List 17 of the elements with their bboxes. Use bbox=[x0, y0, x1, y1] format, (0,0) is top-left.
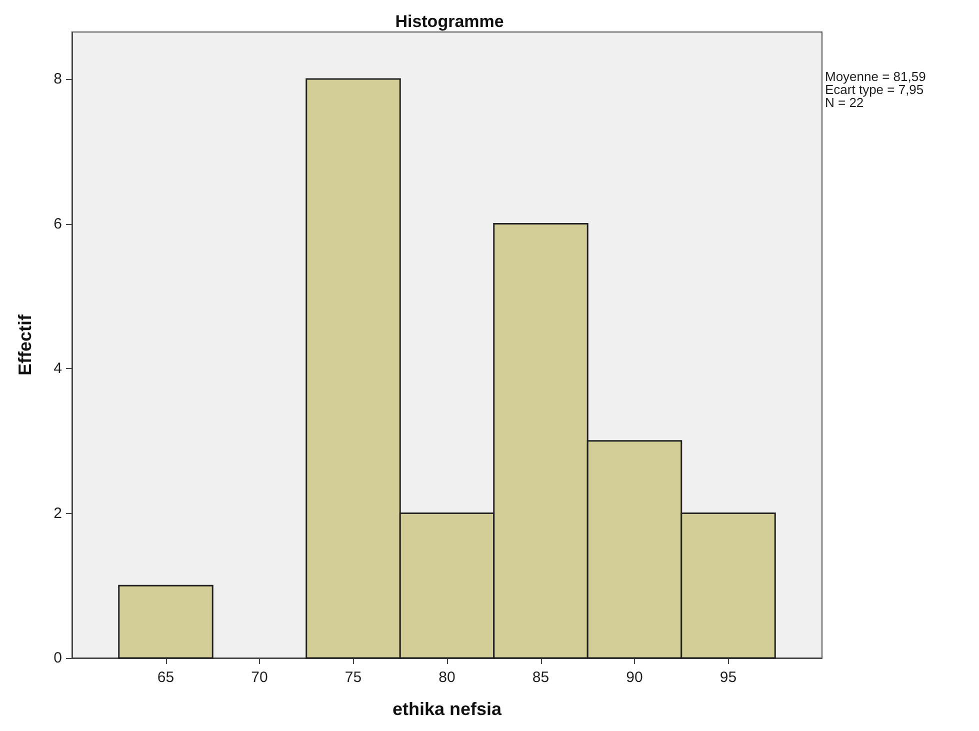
y-tick-label: 8 bbox=[54, 70, 62, 88]
y-tick-label: 2 bbox=[54, 504, 62, 522]
x-axis-title: ethika nefsia bbox=[392, 699, 503, 719]
x-tick-label: 95 bbox=[720, 669, 737, 686]
y-axis-title: Effectif bbox=[15, 313, 35, 376]
text: Moyenne = 81,59 bbox=[825, 69, 926, 84]
x-tick-label: 75 bbox=[344, 669, 362, 686]
x-tick-label: 90 bbox=[626, 669, 643, 686]
y-tick-label: 4 bbox=[54, 360, 62, 378]
x-tick-label: 80 bbox=[438, 669, 456, 686]
text: N = 22 bbox=[825, 95, 864, 110]
x-tick-label: 70 bbox=[251, 669, 268, 686]
y-tick-label: 6 bbox=[54, 215, 62, 232]
y-tick-label: 0 bbox=[54, 650, 62, 666]
x-tick-label: 65 bbox=[157, 669, 174, 686]
chart-title: Histogramme bbox=[395, 12, 504, 31]
x-tick-label: 85 bbox=[532, 669, 550, 686]
